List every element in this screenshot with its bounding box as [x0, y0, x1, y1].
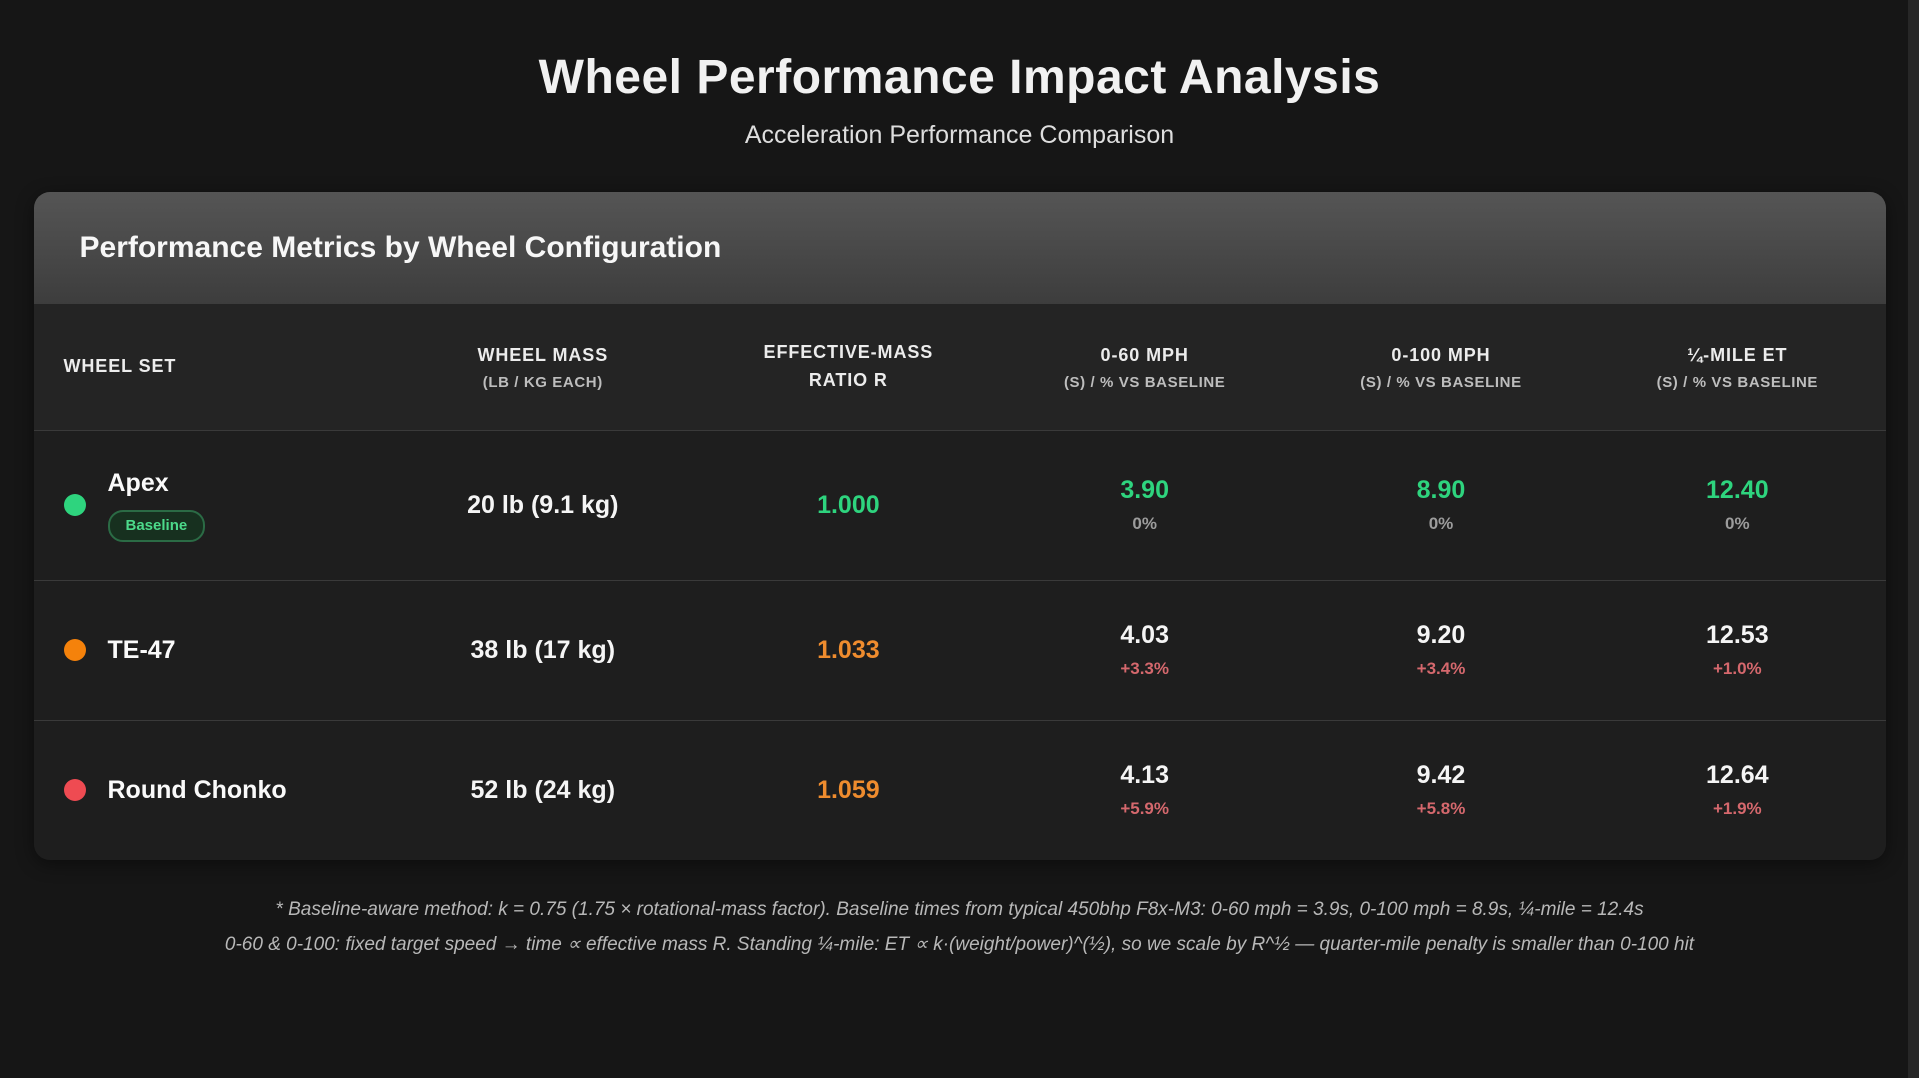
quarter-mile-cell: 12.53 +1.0% — [1589, 580, 1885, 720]
page-subtitle: Acceleration Performance Comparison — [744, 121, 1175, 149]
baseline-badge: Baseline — [107, 509, 206, 542]
zero-to-sixty-cell: 3.90 0% — [997, 430, 1293, 580]
effective-mass-ratio-value: 1.059 — [817, 775, 880, 804]
footnote-line-1: * Baseline-aware method: k = 0.75 (1.75 … — [275, 899, 1644, 920]
zero-to-hundred-cell: 9.42 +5.8% — [1293, 720, 1589, 860]
zero-to-sixty-delta: +3.3% — [1120, 659, 1170, 678]
zero-to-sixty-value: 4.13 — [1120, 761, 1169, 790]
quarter-mile-cell: 12.40 0% — [1589, 430, 1885, 580]
table-row-te47: TE-47 38 lb (17 kg) 1.033 4.03 +3.3% 9.2… — [33, 580, 1886, 720]
wheel-name: Round Chonko — [107, 775, 287, 804]
quarter-mile-cell: 12.64 +1.9% — [1589, 720, 1885, 860]
wheel-mass-value: 20 lb (9.1 kg) — [467, 490, 619, 519]
zero-to-hundred-value: 9.20 — [1416, 621, 1466, 649]
card-title: Performance Metrics by Wheel Configurati… — [79, 231, 722, 264]
effective-mass-ratio-value: 1.000 — [817, 490, 880, 519]
wheel-name: TE-47 — [107, 635, 176, 664]
col-header-wheel-mass: WHEEL MASS (LB / KG EACH) — [477, 345, 609, 392]
wheel-color-dot-red — [63, 779, 86, 802]
wheel-name: Apex — [107, 468, 169, 497]
effective-mass-ratio-value: 1.033 — [817, 635, 880, 664]
col-header-wheel-set: WHEEL SET — [63, 355, 177, 376]
table-row-round-chonko: Round Chonko 52 lb (24 kg) 1.059 4.13 +5… — [33, 720, 1886, 860]
wheel-color-dot-green — [63, 494, 86, 516]
quarter-mile-delta: +1.9% — [1712, 799, 1762, 819]
wheel-set-cell: Apex Baseline — [34, 430, 386, 580]
card-header: Performance Metrics by Wheel Configurati… — [33, 192, 1886, 304]
quarter-mile-value: 12.64 — [1706, 761, 1769, 790]
scrollbar[interactable] — [1908, 0, 1919, 1078]
table-header-row: WHEEL SET WHEEL MASS (LB / KG EACH) EFFE… — [33, 304, 1886, 430]
performance-table: WHEEL SET WHEEL MASS (LB / KG EACH) EFFE… — [33, 304, 1886, 860]
quarter-mile-value: 12.40 — [1706, 476, 1769, 504]
zero-to-sixty-delta: 0% — [1132, 514, 1157, 533]
page-title: Wheel Performance Impact Analysis — [538, 51, 1381, 104]
wheel-mass-value: 52 lb (24 kg) — [470, 775, 616, 804]
quarter-mile-value: 12.53 — [1706, 621, 1769, 649]
quarter-mile-delta: 0% — [1725, 514, 1750, 533]
zero-to-hundred-delta: +3.4% — [1416, 659, 1466, 678]
zero-to-hundred-value: 9.42 — [1416, 761, 1466, 790]
footnotes: * Baseline-aware method: k = 0.75 (1.75 … — [0, 892, 1919, 962]
wheel-set-cell: TE-47 — [34, 580, 386, 720]
zero-to-hundred-delta: +5.8% — [1416, 799, 1466, 819]
wheel-color-dot-orange — [63, 639, 86, 661]
zero-to-hundred-cell: 8.90 0% — [1293, 430, 1589, 580]
col-header-quarter-mile: ¼-MILE ET (S) / % VS BASELINE — [1656, 345, 1819, 392]
zero-to-hundred-value: 8.90 — [1416, 476, 1466, 504]
zero-to-sixty-cell: 4.03 +3.3% — [997, 580, 1293, 720]
zero-to-sixty-value: 4.03 — [1120, 621, 1169, 649]
footnote-line-2: 0-60 & 0-100: fixed target speed → time … — [224, 934, 1695, 956]
zero-to-sixty-value: 3.90 — [1120, 476, 1169, 504]
zero-to-hundred-delta: 0% — [1428, 514, 1454, 533]
col-header-0-60: 0-60 MPH (S) / % VS BASELINE — [1063, 345, 1226, 392]
zero-to-hundred-cell: 9.20 +3.4% — [1293, 580, 1589, 720]
quarter-mile-delta: +1.0% — [1712, 659, 1762, 678]
wheel-mass-value: 38 lb (17 kg) — [470, 635, 616, 664]
zero-to-sixty-delta: +5.9% — [1120, 799, 1170, 819]
metrics-card: Performance Metrics by Wheel Configurati… — [33, 192, 1886, 860]
col-header-0-100: 0-100 MPH (S) / % VS BASELINE — [1360, 345, 1522, 392]
zero-to-sixty-cell: 4.13 +5.9% — [997, 720, 1293, 860]
table-row-apex: Apex Baseline 20 lb (9.1 kg) 1.000 3.90 … — [33, 430, 1886, 580]
col-header-effective-mass-ratio: EFFECTIVE-MASS RATIO R — [763, 341, 934, 390]
wheel-set-cell: Round Chonko — [34, 720, 386, 860]
